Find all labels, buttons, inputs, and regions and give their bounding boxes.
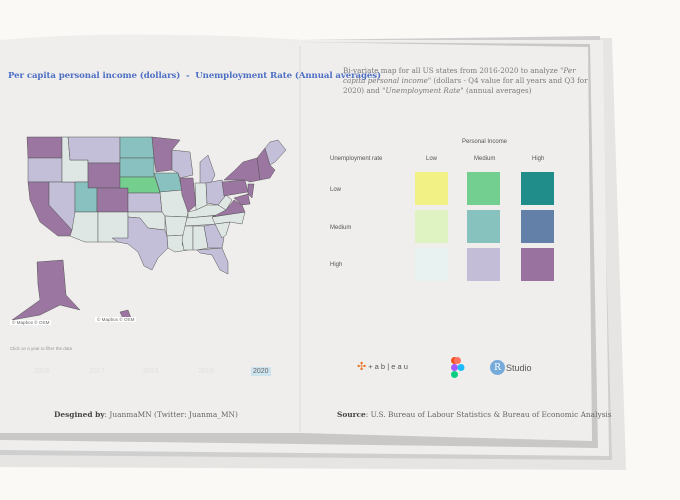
rstudio-logo: R Studio	[490, 360, 532, 375]
desc-text: " (dollars - Q4 value for all years and …	[343, 76, 588, 95]
state-sd[interactable]	[119, 157, 155, 178]
state-me[interactable]	[264, 139, 287, 166]
state-il[interactable]	[179, 177, 197, 213]
map-title: Per capita personal income (dollars) - U…	[8, 71, 381, 81]
credit-value: : JuanmaMN (Twitter: Juanma_MN)	[104, 410, 238, 419]
state-fl[interactable]	[196, 247, 229, 275]
state-ks[interactable]	[127, 192, 163, 213]
legend-row-medium: Medium	[330, 225, 352, 231]
state-ga[interactable]	[203, 223, 225, 249]
tableau-logo: ✣ + a b | e a u	[357, 360, 408, 373]
legend-y-title: Unemployment rate	[330, 156, 383, 162]
year-2019[interactable]: 2019	[198, 368, 214, 375]
legend-swatch-unemp-medium-income-medium[interactable]	[467, 210, 500, 243]
state-nj[interactable]	[247, 183, 255, 199]
legend-swatch-unemp-high-income-low[interactable]	[415, 248, 448, 281]
legend-row-low: Low	[330, 187, 342, 193]
desc-em-unemployment: Unemployment Rate	[385, 86, 461, 95]
state-co[interactable]	[96, 187, 129, 213]
state-nd[interactable]	[119, 136, 155, 159]
year-2020[interactable]: 2020	[251, 367, 271, 376]
figma-logo-icon	[451, 357, 465, 378]
us-bivariate-map[interactable]	[0, 0, 300, 340]
legend-col-low: Low	[426, 156, 438, 162]
legend-swatch-unemp-medium-income-high[interactable]	[521, 210, 554, 243]
legend-col-high: High	[532, 156, 545, 162]
desc-em-income: Per capita personal income	[343, 66, 576, 85]
state-wy[interactable]	[87, 162, 121, 189]
map-attribution-inset[interactable]: © Mapbox © OSM	[95, 317, 137, 322]
designer-credit: Desgined by: JuanmaMN (Twitter: Juanma_M…	[54, 410, 238, 419]
description: Bi-variate map for all US states from 20…	[343, 66, 588, 96]
state-pa[interactable]	[221, 179, 249, 197]
rstudio-wordmark: Studio	[506, 362, 532, 373]
year-2017[interactable]: 2017	[89, 368, 105, 375]
state-va[interactable]	[211, 199, 246, 218]
source-credit: Source: U.S. Bureau of Labour Statistics…	[337, 410, 612, 419]
state-wa[interactable]	[26, 136, 63, 159]
year-2018[interactable]: 2018	[143, 368, 159, 375]
legend-swatch-unemp-high-income-high[interactable]	[521, 248, 554, 281]
tableau-wordmark: + a b | e a u	[368, 362, 408, 371]
desc-text: Bi-variate map for all US states from 20…	[343, 66, 564, 75]
credit-label: Desgined by	[54, 410, 105, 419]
legend-swatch-unemp-low-income-high[interactable]	[521, 172, 554, 205]
rstudio-r-icon: R	[490, 360, 505, 375]
filter-hint: Click on a year to filter the data	[10, 346, 73, 351]
tableau-cross-icon: ✣	[357, 360, 367, 373]
state-tx[interactable]	[111, 216, 169, 271]
state-ny[interactable]	[223, 157, 261, 183]
map-attribution[interactable]: © Mapbox © OSM	[10, 320, 52, 325]
state-mi[interactable]	[199, 154, 216, 186]
state-al[interactable]	[192, 225, 209, 251]
legend-col-medium: Medium	[474, 156, 496, 162]
legend-swatch-unemp-low-income-medium[interactable]	[467, 172, 500, 205]
state-mt[interactable]	[67, 136, 121, 164]
year-2016[interactable]: 2016	[34, 368, 50, 375]
source-label: Source	[337, 410, 366, 419]
legend-row-high: High	[330, 262, 343, 268]
state-az[interactable]	[69, 211, 99, 243]
legend-swatch-unemp-medium-income-low[interactable]	[415, 210, 448, 243]
legend-swatch-unemp-low-income-low[interactable]	[415, 172, 448, 205]
desc-text: " (annual averages)	[460, 86, 532, 95]
source-value: : U.S. Bureau of Labour Statistics & Bur…	[365, 410, 612, 419]
state-or[interactable]	[27, 157, 63, 183]
state-ak[interactable]	[11, 259, 81, 321]
state-md[interactable]	[233, 193, 251, 206]
state-nm[interactable]	[97, 211, 129, 243]
legend-swatch-unemp-high-income-medium[interactable]	[467, 248, 500, 281]
state-ms[interactable]	[181, 225, 194, 251]
legend-x-title: Personal Income	[462, 139, 508, 145]
